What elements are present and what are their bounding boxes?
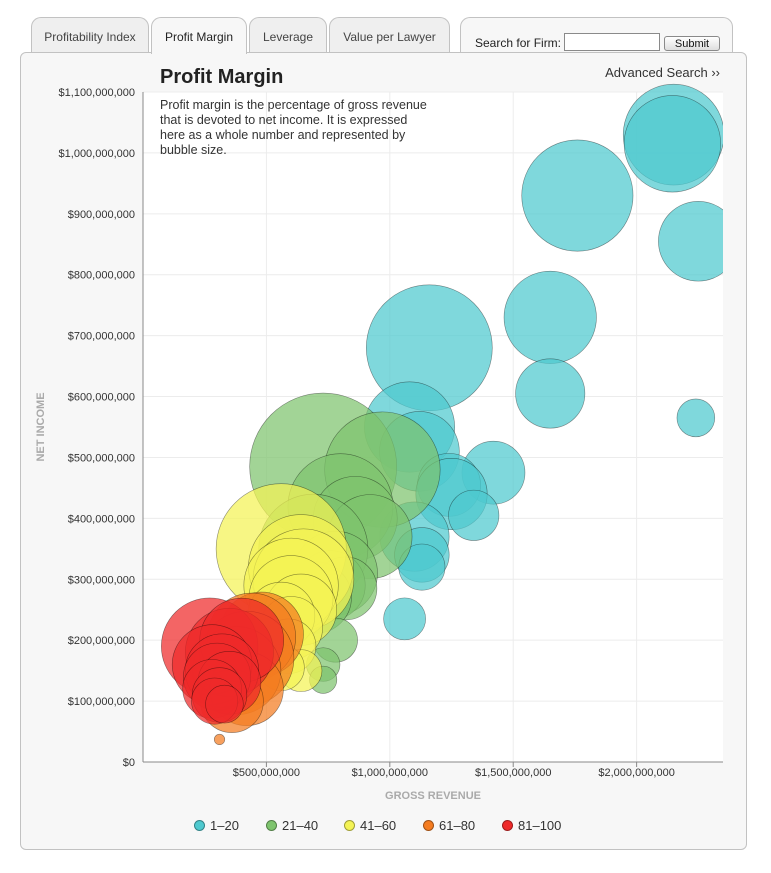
legend-label: 61–80 xyxy=(439,818,476,833)
legend-label: 21–40 xyxy=(282,818,319,833)
tab-profit-margin[interactable]: Profit Margin xyxy=(151,17,247,54)
x-tick-label: $500,000,000 xyxy=(233,767,300,779)
x-tick-label: $1,000,000,000 xyxy=(352,767,428,779)
legend-label: 81–100 xyxy=(518,818,562,833)
y-tick-label: $400,000,000 xyxy=(68,513,135,525)
x-tick-label: $1,500,000,000 xyxy=(475,767,551,779)
chart-axes: $0 $100,000,000 $200,000,000 $300,000,000 $4… xyxy=(35,87,723,802)
bubble-point xyxy=(623,95,722,193)
advanced-search-link[interactable]: Advanced Search ›› xyxy=(605,65,720,80)
y-tick-label: $100,000,000 xyxy=(68,696,135,708)
bubble-point xyxy=(676,398,716,438)
bubble-layer xyxy=(161,83,723,746)
y-axis-title: NET INCOME xyxy=(35,392,47,461)
legend-item-21-40[interactable]: 21–40 xyxy=(266,818,318,833)
y-tick-label: $800,000,000 xyxy=(68,270,135,282)
legend-label: 41–60 xyxy=(360,818,397,833)
y-tick-label: $200,000,000 xyxy=(68,635,135,647)
bubble-point xyxy=(205,684,244,724)
bubble-point xyxy=(213,733,226,746)
legend-item-41-60[interactable]: 41–60 xyxy=(344,818,396,833)
x-axis-title: GROSS REVENUE xyxy=(385,790,481,802)
chart-description: Profit margin is the percentage of gross… xyxy=(160,98,427,157)
bubble-group xyxy=(161,83,723,746)
firm-search-input[interactable] xyxy=(564,33,660,51)
tab-value-per-lawyer[interactable]: Value per Lawyer xyxy=(329,17,450,53)
legend-label: 1–20 xyxy=(210,818,239,833)
y-tick-label: $900,000,000 xyxy=(68,209,135,221)
bubble-point xyxy=(383,597,426,641)
legend-swatch xyxy=(344,820,355,831)
y-tick-label: $300,000,000 xyxy=(68,574,135,586)
y-tick-label: $1,100,000,000 xyxy=(59,87,135,99)
y-tick-label: $500,000,000 xyxy=(68,452,135,464)
tab-profitability-index[interactable]: Profitability Index xyxy=(31,17,149,53)
tab-leverage[interactable]: Leverage xyxy=(249,17,327,53)
legend-swatch xyxy=(266,820,277,831)
bubble-point xyxy=(503,270,597,364)
legend-item-61-80[interactable]: 61–80 xyxy=(423,818,475,833)
x-tick-label: $2,000,000,000 xyxy=(598,767,674,779)
bubble-point xyxy=(448,489,500,541)
bubble-point xyxy=(521,139,634,252)
bubble-point xyxy=(658,201,723,282)
legend-item-1-20[interactable]: 1–20 xyxy=(194,818,239,833)
legend-swatch xyxy=(502,820,513,831)
search-label: Search for Firm: xyxy=(475,36,562,50)
y-tick-label: $700,000,000 xyxy=(68,331,135,343)
y-tick-label: $0 xyxy=(123,757,135,769)
y-tick-label: $600,000,000 xyxy=(68,392,135,404)
firm-search-box: Search for Firm: Submit xyxy=(460,17,733,53)
submit-button[interactable]: Submit xyxy=(664,36,720,51)
y-tick-label: $1,000,000,000 xyxy=(59,148,135,160)
legend-item-81-100[interactable]: 81–100 xyxy=(502,818,561,833)
legend-swatch xyxy=(423,820,434,831)
chart-title: Profit Margin xyxy=(160,66,284,88)
legend-swatch xyxy=(194,820,205,831)
bubble-point xyxy=(515,358,586,429)
